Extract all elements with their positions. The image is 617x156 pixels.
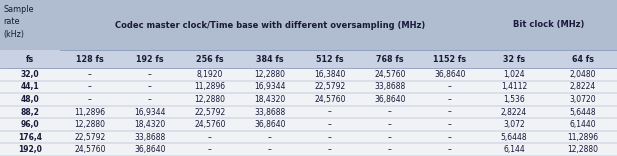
Text: 24,5760: 24,5760: [314, 95, 346, 104]
Text: 64 fs: 64 fs: [571, 54, 594, 63]
Text: 33,8688: 33,8688: [375, 82, 405, 91]
Text: 192 fs: 192 fs: [136, 54, 164, 63]
Bar: [0, 131, 617, 143]
Text: 16,3840: 16,3840: [314, 70, 346, 79]
Text: –: –: [388, 107, 392, 117]
Text: 11,2896: 11,2896: [567, 133, 598, 142]
Bar: [0, 68, 617, 80]
Text: 33,8688: 33,8688: [254, 107, 286, 117]
Text: 1,536: 1,536: [503, 95, 525, 104]
Text: 16,9344: 16,9344: [135, 107, 166, 117]
Text: –: –: [148, 70, 152, 79]
Text: –: –: [88, 82, 92, 91]
Text: 8,1920: 8,1920: [197, 70, 223, 79]
Text: 12,2880: 12,2880: [75, 120, 106, 129]
Text: –: –: [388, 120, 392, 129]
Text: 18,4320: 18,4320: [135, 120, 165, 129]
Text: 12,2880: 12,2880: [194, 95, 225, 104]
Text: 22,5792: 22,5792: [315, 82, 346, 91]
Text: –: –: [448, 82, 452, 91]
Text: 3,0720: 3,0720: [569, 95, 596, 104]
Text: Sample: Sample: [3, 5, 33, 15]
Text: 384 fs: 384 fs: [256, 54, 284, 63]
Text: 2,0480: 2,0480: [569, 70, 596, 79]
Text: 24,5760: 24,5760: [194, 120, 226, 129]
Text: fs: fs: [26, 54, 34, 63]
Text: –: –: [448, 145, 452, 154]
Text: 36,8640: 36,8640: [375, 95, 406, 104]
Text: 176,4: 176,4: [18, 133, 42, 142]
Text: –: –: [388, 145, 392, 154]
Text: 24,5760: 24,5760: [375, 70, 406, 79]
Text: –: –: [148, 95, 152, 104]
Text: –: –: [448, 107, 452, 117]
Text: 3,072: 3,072: [503, 120, 525, 129]
Text: 2,8224: 2,8224: [569, 82, 595, 91]
Text: 768 fs: 768 fs: [376, 54, 404, 63]
Bar: [0, 80, 617, 93]
Text: –: –: [388, 133, 392, 142]
Bar: [0, 106, 617, 118]
Text: –: –: [328, 145, 332, 154]
Bar: [0, 143, 617, 156]
Text: 512 fs: 512 fs: [316, 54, 344, 63]
Text: 12,2880: 12,2880: [254, 70, 286, 79]
Text: –: –: [208, 133, 212, 142]
Text: 44,1: 44,1: [21, 82, 39, 91]
Text: 1152 fs: 1152 fs: [433, 54, 466, 63]
Text: 6,144: 6,144: [503, 145, 525, 154]
Text: –: –: [268, 145, 272, 154]
Bar: [0, 118, 617, 131]
Text: 36,8640: 36,8640: [254, 120, 286, 129]
Text: 256 fs: 256 fs: [196, 54, 224, 63]
Text: 11,2896: 11,2896: [75, 107, 106, 117]
Text: –: –: [148, 82, 152, 91]
Text: 128 fs: 128 fs: [76, 54, 104, 63]
Text: 1,024: 1,024: [503, 70, 525, 79]
Text: 6,1440: 6,1440: [569, 120, 596, 129]
Text: 32,0: 32,0: [21, 70, 39, 79]
Text: 192,0: 192,0: [18, 145, 42, 154]
Text: 5,6448: 5,6448: [569, 107, 596, 117]
Text: –: –: [88, 95, 92, 104]
Text: Bit clock (MHz): Bit clock (MHz): [513, 20, 584, 29]
Text: 88,2: 88,2: [20, 107, 39, 117]
Text: –: –: [448, 120, 452, 129]
Text: 22,5792: 22,5792: [194, 107, 226, 117]
Text: 36,8640: 36,8640: [434, 70, 466, 79]
Text: –: –: [448, 133, 452, 142]
Text: –: –: [328, 133, 332, 142]
Text: Codec master clock/Time base with different oversampling (MHz): Codec master clock/Time base with differ…: [115, 20, 425, 29]
Text: 33,8688: 33,8688: [135, 133, 165, 142]
Text: –: –: [208, 145, 212, 154]
Text: 18,4320: 18,4320: [254, 95, 286, 104]
Text: –: –: [328, 107, 332, 117]
Text: –: –: [328, 120, 332, 129]
Text: 22,5792: 22,5792: [75, 133, 106, 142]
Text: 48,0: 48,0: [20, 95, 39, 104]
Text: 96,0: 96,0: [21, 120, 39, 129]
Text: 5,6448: 5,6448: [500, 133, 528, 142]
Text: 16,9344: 16,9344: [254, 82, 286, 91]
Text: 12,2880: 12,2880: [567, 145, 598, 154]
Text: 24,5760: 24,5760: [74, 145, 106, 154]
Text: 36,8640: 36,8640: [135, 145, 166, 154]
Text: 2,8224: 2,8224: [501, 107, 527, 117]
Text: –: –: [88, 70, 92, 79]
Text: –: –: [268, 133, 272, 142]
Text: (kHz): (kHz): [3, 29, 24, 39]
Text: 11,2896: 11,2896: [194, 82, 226, 91]
Text: –: –: [448, 95, 452, 104]
Bar: [0, 50, 617, 68]
Bar: [0, 93, 617, 106]
Text: rate: rate: [3, 17, 20, 27]
Text: 32 fs: 32 fs: [503, 54, 525, 63]
Text: 1,4112: 1,4112: [501, 82, 527, 91]
